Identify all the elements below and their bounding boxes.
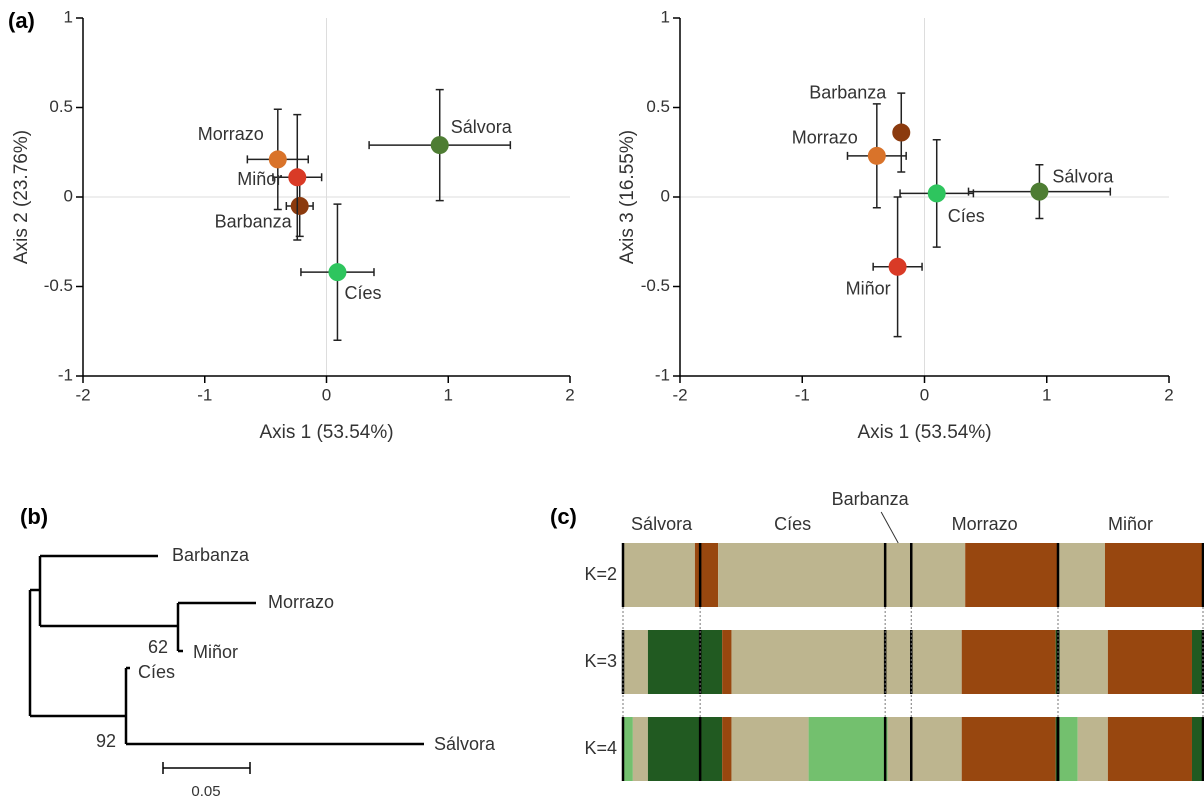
point [430, 136, 449, 155]
y-tick-label: 1 [64, 7, 73, 26]
point-label: Miñor [846, 279, 891, 299]
leaf-label: Cíes [138, 662, 175, 682]
x-axis-title: Axis 1 (53.54%) [857, 422, 991, 443]
panel-label: (c) [550, 504, 577, 529]
support-value: 62 [148, 637, 168, 657]
ancestry-segment [887, 717, 962, 781]
population-label: Sálvora [631, 514, 693, 534]
ancestry-segment [722, 717, 732, 781]
point-label: Morrazo [792, 128, 858, 148]
point [288, 168, 307, 187]
y-tick-label: -1 [655, 365, 670, 384]
ancestry-segment [722, 630, 732, 694]
x-tick-label: -1 [795, 385, 810, 404]
leader-line [880, 511, 899, 544]
point-label: Barbanza [215, 212, 293, 232]
ancestry-segment [965, 543, 1058, 607]
point [867, 146, 886, 165]
ancestry-segment [623, 543, 695, 607]
population-label: Barbanza [832, 489, 910, 509]
ancestry-segment [1107, 630, 1192, 694]
population-label: Morrazo [952, 514, 1018, 534]
y-axis-title: Axis 3 (16.55%) [617, 130, 638, 264]
leaf-label: Sálvora [434, 734, 496, 754]
ancestry-segment [731, 717, 809, 781]
k-label: K=4 [584, 738, 617, 758]
point-label: Sálvora [1052, 166, 1114, 186]
ancestry-segment [718, 543, 966, 607]
leaf-label: Barbanza [172, 545, 250, 565]
y-tick-label: -0.5 [44, 276, 73, 295]
y-tick-label: 0 [64, 186, 73, 205]
population-label: Cíes [774, 514, 811, 534]
point [927, 184, 946, 203]
point [1030, 182, 1049, 201]
ancestry-segment [808, 717, 888, 781]
leaf-label: Morrazo [268, 592, 334, 612]
point [892, 123, 911, 142]
population-label: Miñor [1108, 514, 1153, 534]
point-label: Sálvora [451, 117, 513, 137]
ancestry-segment [694, 543, 719, 607]
point [268, 150, 287, 169]
x-tick-label: -2 [672, 385, 687, 404]
y-tick-label: 1 [661, 7, 670, 26]
point-label: Miñor [237, 169, 282, 189]
x-tick-label: -2 [75, 385, 90, 404]
ancestry-segment [1059, 717, 1078, 781]
panel-label: (a) [8, 8, 35, 33]
point [328, 263, 347, 282]
y-tick-label: 0.5 [49, 97, 73, 116]
x-tick-label: 2 [1164, 385, 1173, 404]
point-label: Cíes [344, 283, 381, 303]
scale-bar [162, 762, 251, 774]
ancestry-segment [1059, 630, 1108, 694]
ancestry-segment [632, 717, 648, 781]
ancestry-segment [1191, 717, 1203, 781]
y-tick-label: -0.5 [641, 276, 670, 295]
x-axis-title: Axis 1 (53.54%) [259, 422, 393, 443]
x-tick-label: 0 [322, 385, 331, 404]
x-tick-label: 1 [444, 385, 453, 404]
ancestry-segment [1077, 717, 1108, 781]
x-tick-label: 2 [565, 385, 574, 404]
y-tick-label: -1 [58, 365, 73, 384]
ancestry-segment [1191, 630, 1203, 694]
point [888, 257, 907, 276]
ancestry-segment [961, 630, 1056, 694]
y-tick-label: 0.5 [646, 97, 670, 116]
x-tick-label: 0 [920, 385, 929, 404]
ancestry-segment [647, 717, 723, 781]
leaf-label: Miñor [193, 642, 238, 662]
point-label: Morrazo [198, 124, 264, 144]
panel-label: (b) [20, 504, 48, 529]
ancestry-segment [961, 717, 1056, 781]
ancestry-segment [1107, 717, 1192, 781]
ancestry-segment [1058, 543, 1105, 607]
ancestry-segment [623, 717, 633, 781]
point-label: Barbanza [809, 82, 887, 102]
y-axis-title: Axis 2 (23.76%) [11, 130, 32, 264]
ancestry-segment [623, 630, 648, 694]
support-value: 92 [96, 731, 116, 751]
ancestry-segment [647, 630, 723, 694]
x-tick-label: -1 [197, 385, 212, 404]
k-label: K=3 [584, 651, 617, 671]
point-label: Cíes [948, 206, 985, 226]
ancestry-segment [731, 630, 962, 694]
k-label: K=2 [584, 564, 617, 584]
tree [28, 554, 424, 774]
point [290, 196, 309, 215]
tree-branches [28, 554, 424, 746]
scale-label: 0.05 [191, 783, 220, 800]
y-tick-label: 0 [661, 186, 670, 205]
ancestry-segment [1104, 543, 1203, 607]
x-tick-label: 1 [1042, 385, 1051, 404]
